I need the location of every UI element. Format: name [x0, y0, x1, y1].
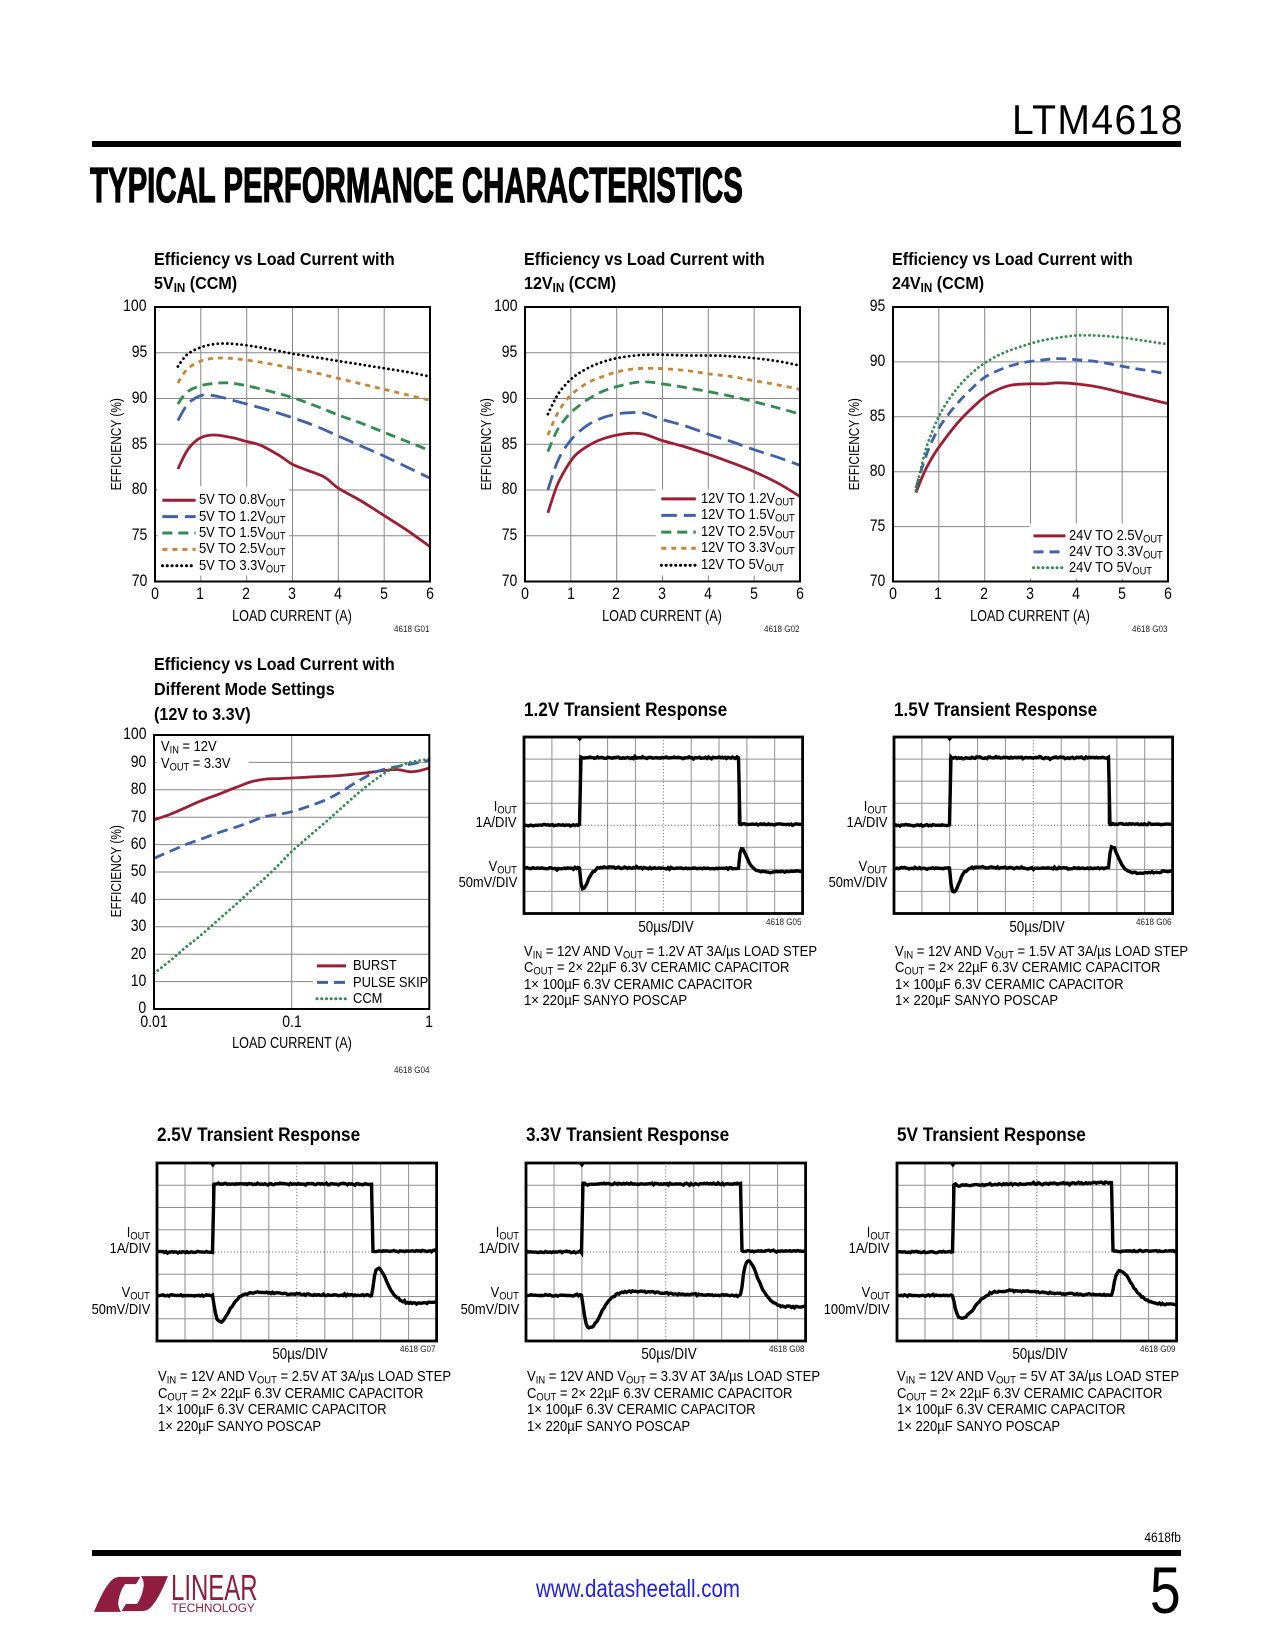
svg-text:TECHNOLOGY: TECHNOLOGY — [171, 1603, 255, 1614]
svg-text:LINEAR: LINEAR — [171, 1574, 258, 1608]
